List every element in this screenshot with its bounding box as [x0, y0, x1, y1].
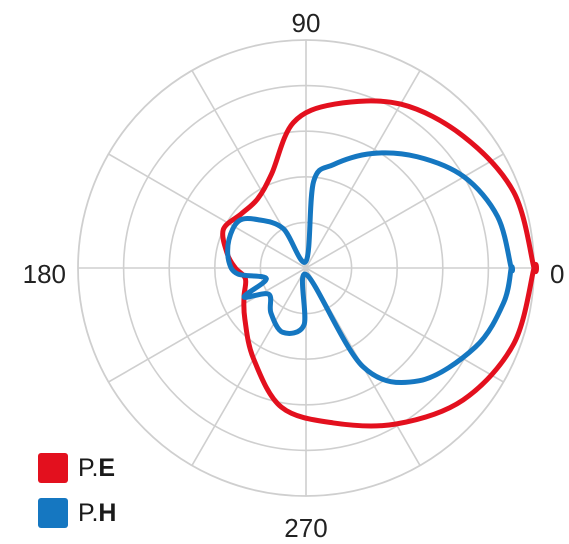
series-layer — [220, 98, 540, 429]
legend-label-pe: P.E — [78, 453, 116, 482]
series-line-ph — [225, 150, 516, 386]
angle-labels: 90 180 270 0 — [23, 8, 565, 543]
angle-label-270: 270 — [284, 513, 327, 543]
legend-swatch-pe — [38, 453, 68, 483]
grid-spoke-210 — [108, 267, 307, 383]
legend-swatch-ph — [38, 498, 68, 528]
grid-spoke-30 — [305, 153, 504, 269]
series-line-pe — [220, 98, 540, 429]
legend-item-ph: P.H — [38, 497, 116, 529]
polar-grid — [77, 39, 535, 497]
grid-spoke-330 — [305, 267, 504, 383]
angle-label-90: 90 — [292, 8, 321, 38]
angle-label-0: 0 — [550, 259, 564, 289]
grid-spoke-240 — [191, 267, 307, 466]
grid-spoke-150 — [108, 153, 307, 269]
legend-item-pe: P.E — [38, 452, 115, 484]
legend-label-ph: P.H — [78, 498, 117, 527]
angle-label-180: 180 — [23, 259, 66, 289]
